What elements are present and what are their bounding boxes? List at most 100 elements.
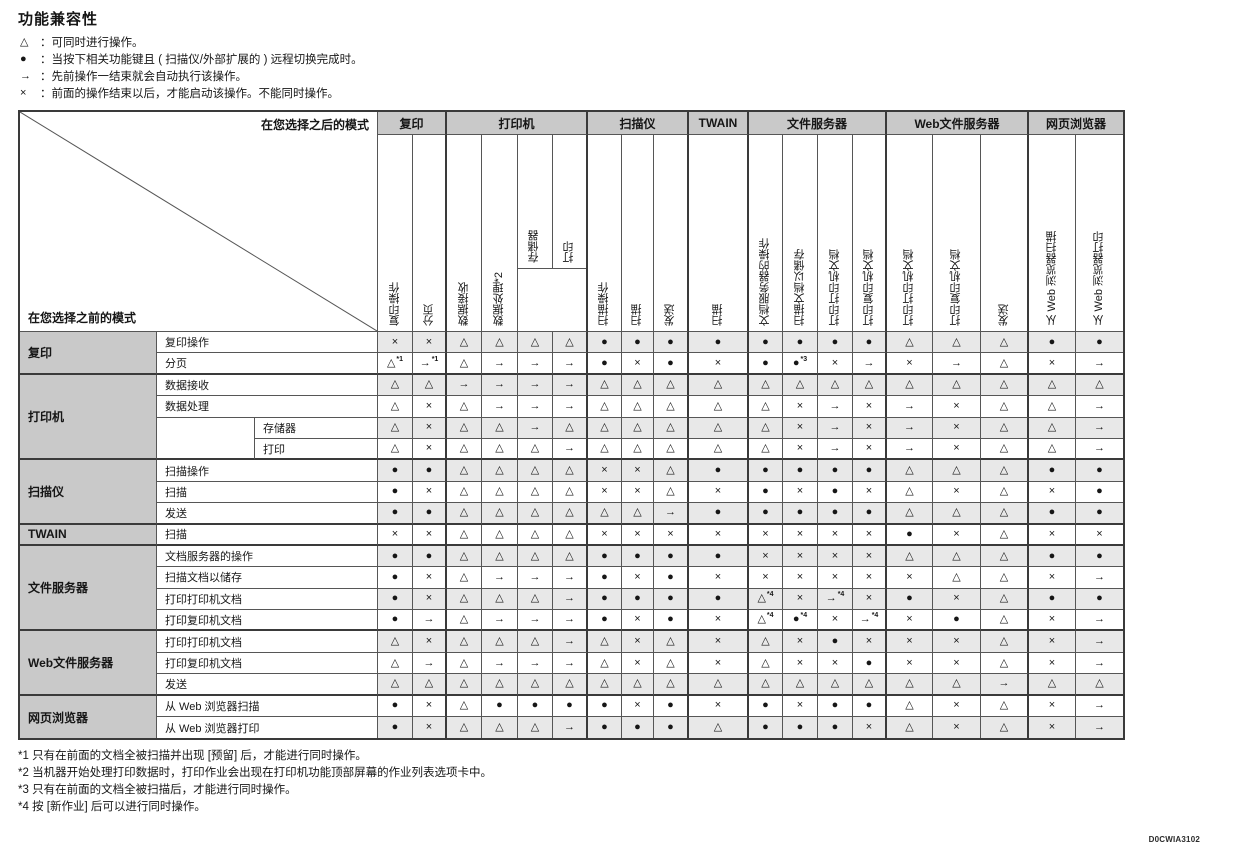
cell-symbol: →	[564, 635, 575, 648]
row-label: 复印操作	[157, 332, 378, 354]
cell-symbol: △	[999, 613, 1009, 626]
matrix-cell: ●	[413, 545, 447, 568]
matrix-cell: →	[482, 610, 518, 632]
cell-symbol: △	[952, 378, 961, 391]
cell-symbol: △	[952, 570, 961, 583]
cell-symbol: ×	[953, 527, 960, 540]
cell-symbol: △	[633, 378, 642, 391]
column-label-cell: 分页	[413, 135, 447, 332]
cell-symbol: △	[459, 442, 469, 455]
cell-symbol: △	[952, 677, 961, 690]
cell-symbol: ×	[714, 613, 722, 626]
matrix-cell: →	[518, 353, 553, 375]
cell-symbol: △	[999, 378, 1009, 391]
cell-symbol: △	[864, 378, 874, 391]
matrix-cell: ●	[654, 545, 689, 568]
cell-symbol: ●	[634, 549, 641, 562]
legend-symbol: ●	[20, 52, 27, 65]
cell-symbol: ×	[714, 570, 722, 583]
matrix-cell: △	[622, 417, 654, 439]
cell-symbol: →	[951, 356, 962, 369]
footnote-marker: *1	[396, 355, 404, 363]
cell-symbol: ●	[792, 356, 800, 369]
matrix-cell: ●	[689, 588, 749, 611]
row-group-header: 复印	[20, 332, 157, 375]
cell-symbol: △	[666, 421, 675, 434]
cell-symbol: △	[761, 656, 770, 669]
column-label: 文档服务器的操作	[759, 238, 771, 326]
cell-symbol: ●	[906, 592, 913, 605]
diagonal-line	[20, 112, 377, 331]
matrix-cell: △	[553, 481, 588, 504]
matrix-cell: ●	[622, 717, 654, 739]
column-group-header: 扫描仪	[588, 112, 689, 135]
column-label-cell: 复印操作	[378, 135, 413, 332]
cell-symbol: △	[757, 592, 766, 605]
matrix-cell: →	[413, 610, 447, 632]
matrix-cell: ●	[1076, 503, 1123, 525]
matrix-cell: ×	[933, 481, 981, 504]
matrix-cell: △ *4	[749, 610, 783, 632]
cell-symbol: △	[905, 699, 914, 712]
cell-symbol: △	[459, 399, 469, 412]
cell-symbol: △	[495, 335, 504, 348]
cell-symbol: →	[825, 592, 837, 605]
footnote-marker: *1	[431, 355, 439, 363]
matrix-cell: →	[933, 353, 981, 375]
cell-symbol: △	[600, 677, 609, 690]
matrix-cell: △	[413, 674, 447, 696]
cell-symbol: ×	[865, 527, 873, 540]
matrix-cell: →	[1076, 717, 1123, 739]
row-group-header: 打印机	[20, 374, 157, 461]
matrix-cell: △	[981, 396, 1029, 418]
cell-symbol: △	[1047, 421, 1057, 434]
cell-symbol: ×	[953, 635, 960, 648]
cell-symbol: △	[905, 549, 914, 562]
cell-symbol: ●	[667, 356, 674, 369]
matrix-cell: △	[1029, 417, 1076, 439]
legend-item: ● ：当按下相关功能键且 ( 扫描仪/外部扩展的 ) 远程切换完成时。	[20, 50, 363, 67]
matrix-cell: →	[553, 438, 588, 461]
column-label-cell: 扫描文档以储存	[783, 135, 818, 332]
matrix-cell: ×	[749, 567, 783, 589]
cell-symbol: △	[459, 506, 469, 519]
cell-symbol: →	[529, 378, 541, 391]
column-group-header: 打印机	[447, 112, 588, 135]
cell-symbol: △	[600, 421, 609, 434]
matrix-cell: ×	[887, 631, 933, 653]
matrix-cell: ●	[783, 460, 818, 482]
legend-symbol: △	[20, 36, 29, 48]
cell-symbol: →	[564, 613, 575, 626]
matrix-cell: ×	[689, 353, 749, 375]
legend-text: ：先前操作一结束就会自动执行该操作。	[40, 70, 247, 83]
matrix-cell: ●	[622, 588, 654, 611]
footnote-marker: *4	[837, 591, 845, 599]
matrix-cell: ×	[1029, 353, 1076, 375]
cell-symbol: ×	[953, 442, 960, 455]
cell-symbol: ×	[714, 485, 722, 498]
cell-symbol: ●	[601, 613, 608, 626]
matrix-cell: ×	[783, 417, 818, 439]
matrix-cell: ●	[818, 631, 853, 653]
cell-symbol: ×	[425, 399, 433, 412]
matrix-cell: ×	[1029, 610, 1076, 632]
cell-symbol: ●	[831, 721, 839, 734]
cell-symbol: △	[666, 464, 675, 477]
cell-symbol: △	[999, 656, 1009, 669]
matrix-cell: △	[588, 631, 622, 653]
matrix-cell: ×	[378, 332, 413, 354]
matrix-cell: ×	[413, 588, 447, 611]
column-group-header: Web文件服务器	[887, 112, 1029, 135]
matrix-cell: ×	[887, 567, 933, 589]
matrix-cell: ×	[689, 610, 749, 632]
column-label: 数据接收	[457, 282, 470, 326]
matrix-cell: ●	[482, 695, 518, 718]
cell-symbol: →	[529, 356, 541, 369]
matrix-cell: △	[1076, 674, 1123, 696]
matrix-cell: △	[933, 545, 981, 568]
matrix-cell: △	[887, 717, 933, 739]
matrix-cell: △	[654, 417, 689, 439]
cell-symbol: ×	[425, 699, 433, 712]
cell-symbol: ●	[391, 570, 399, 583]
matrix-cell: ×	[853, 588, 887, 611]
